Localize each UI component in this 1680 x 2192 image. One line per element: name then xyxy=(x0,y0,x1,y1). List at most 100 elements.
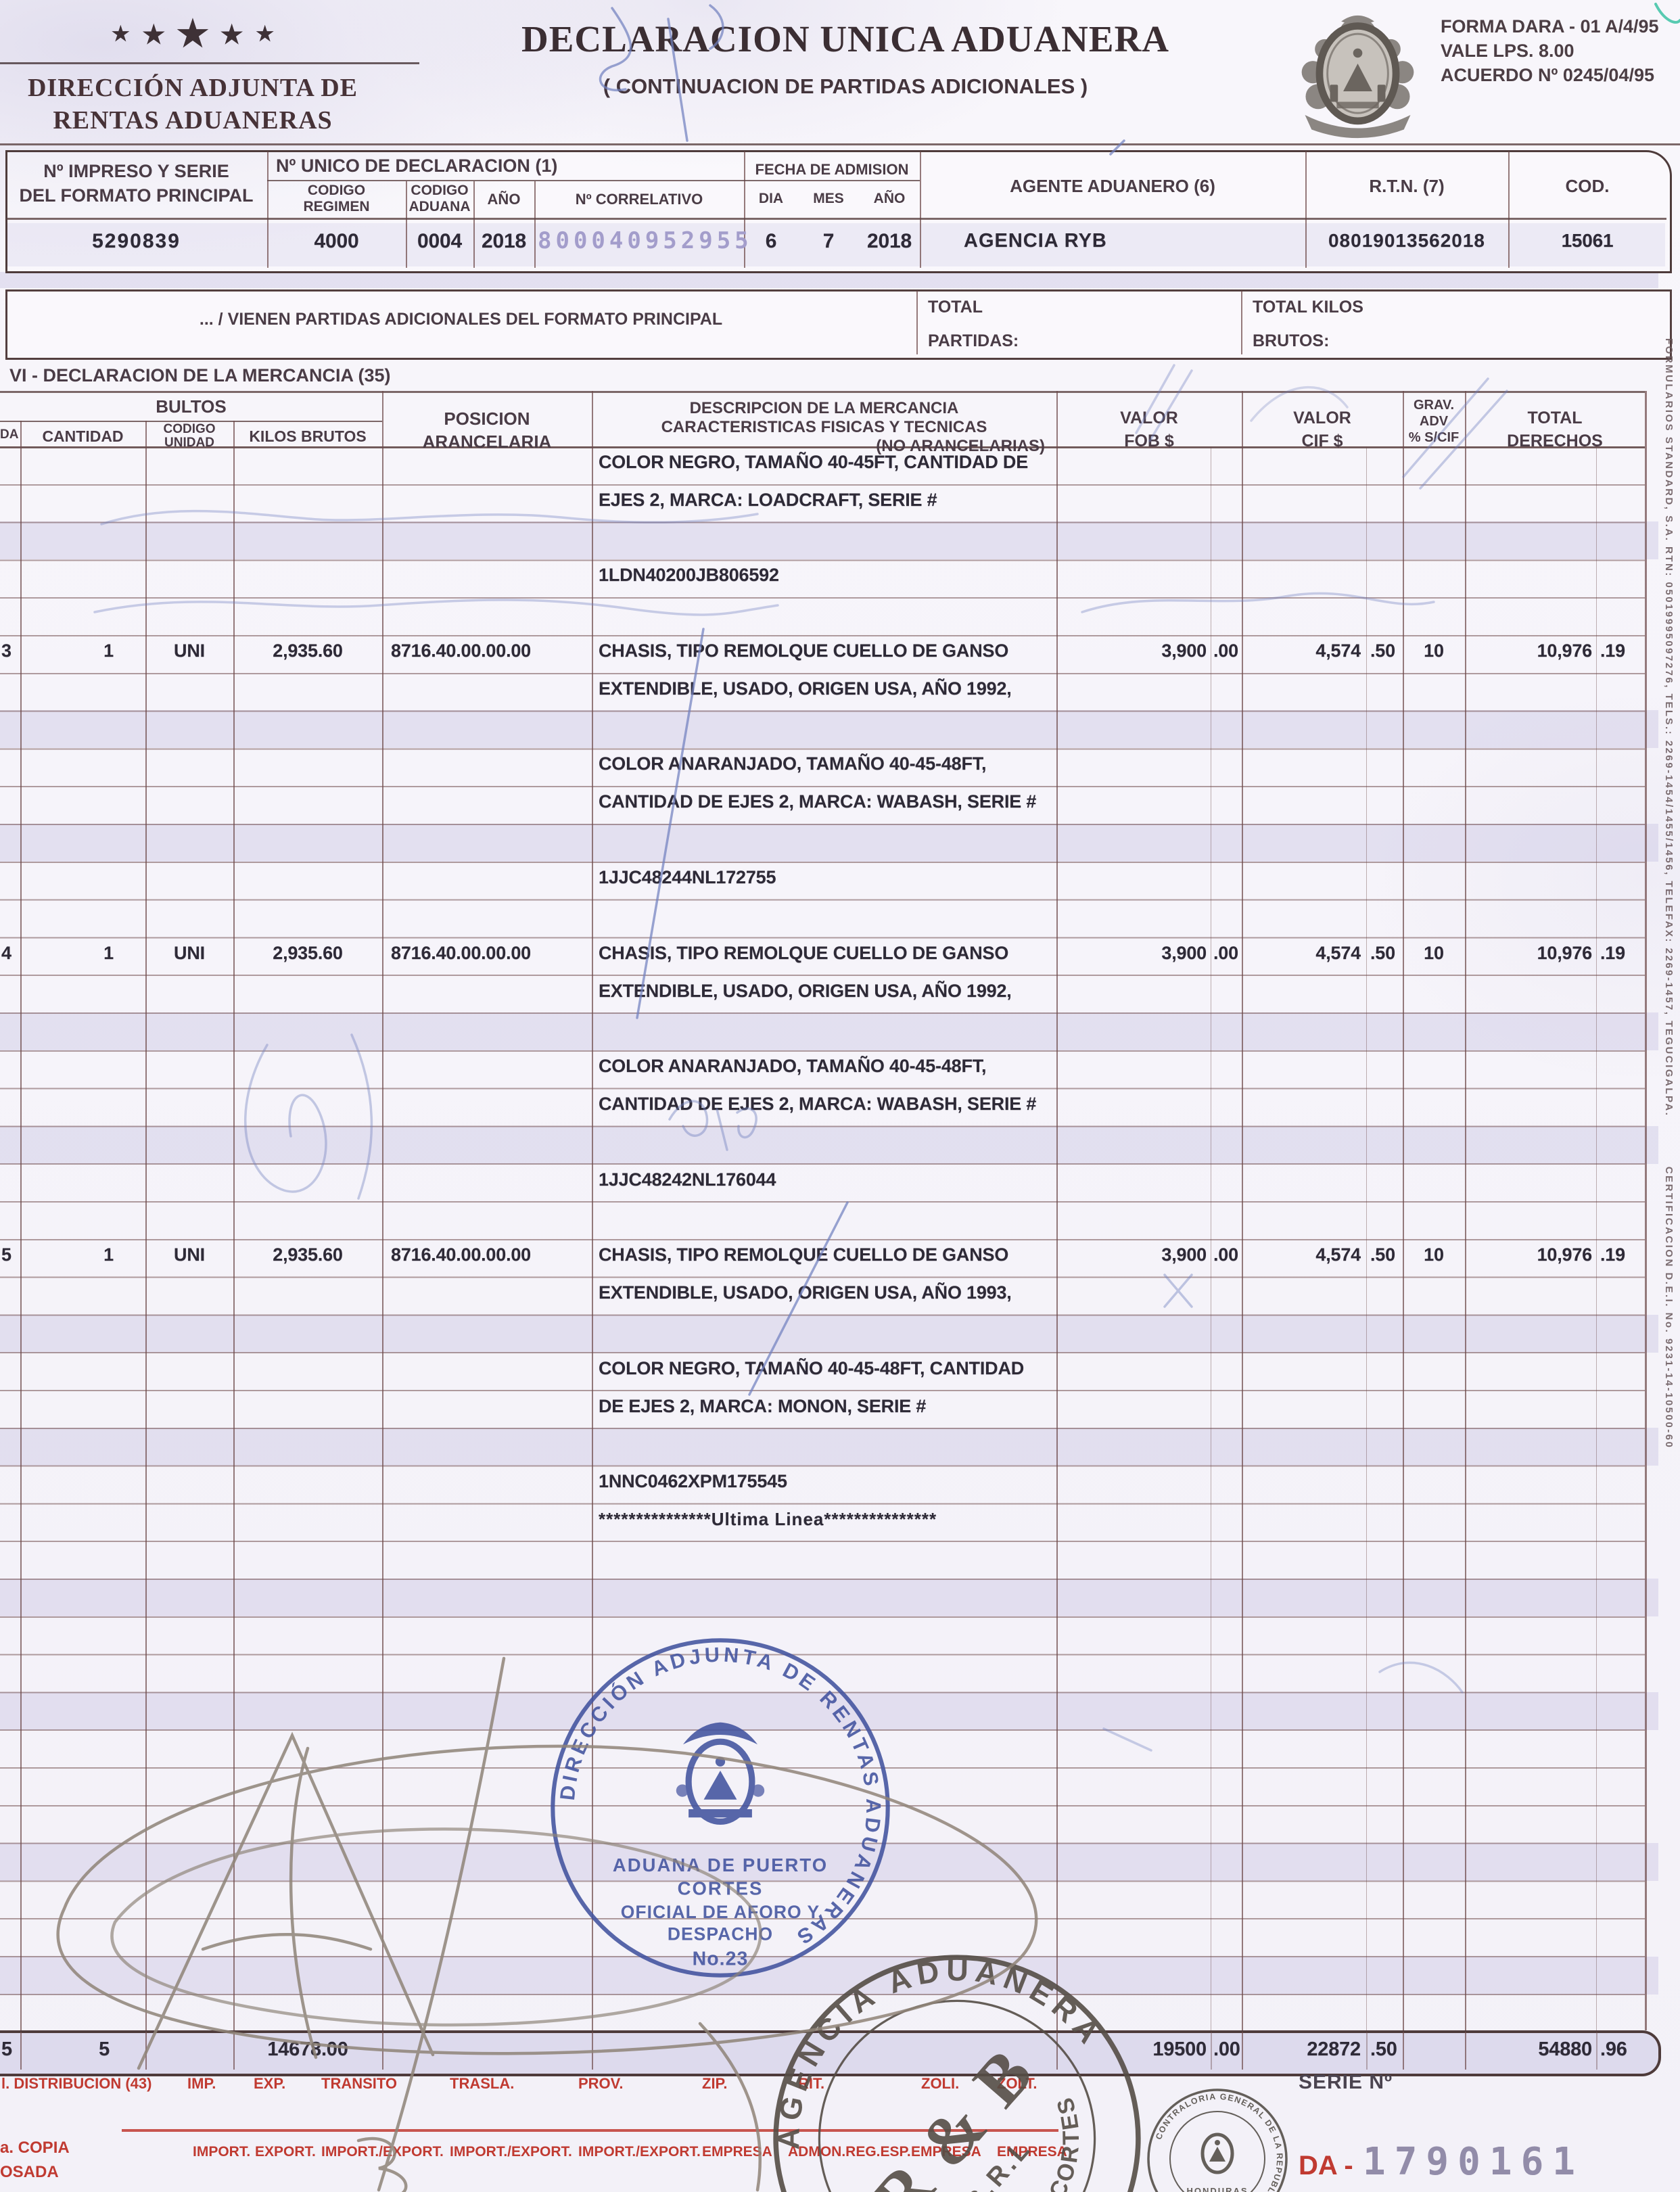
vienen-text: ... / VIENEN PARTIDAS ADICIONALES DEL FO… xyxy=(199,310,723,329)
serie-label: SERIE Nº xyxy=(1299,2071,1393,2093)
totals-cantidad: 5 xyxy=(99,2038,110,2060)
dia-label: DIA xyxy=(758,191,784,206)
item-desc: CHASIS, TIPO REMOLQUE CUELLO DE GANSO xyxy=(599,1244,1009,1265)
item-cif-cents: .50 xyxy=(1370,943,1395,963)
item-posicion: 8716.40.00.00.00 xyxy=(391,640,531,661)
footer-red-rule xyxy=(122,2129,1058,2132)
stamp-line2: CORTES xyxy=(678,1878,764,1898)
col-header-grav2: ADV xyxy=(1419,414,1449,429)
fecha-admision-label: FECHA DE ADMISION xyxy=(755,161,909,178)
footer-row2-item: IMPORT./EXPORT. xyxy=(578,2144,701,2160)
correlativo-label: Nº CORRELATIVO xyxy=(575,191,703,208)
arms-oval-ring-inner xyxy=(1326,32,1389,114)
col-header-fob2: FOB $ xyxy=(1124,432,1174,450)
item-posicion: 8716.40.00.00.00 xyxy=(391,1244,531,1265)
item-desc: EXTENDIBLE, USADO, ORIGEN USA, AÑO 1992, xyxy=(599,981,1012,1001)
item-desc: CHASIS, TIPO REMOLQUE CUELLO DE GANSO xyxy=(599,943,1009,963)
footer-row1-item: ZOLT. xyxy=(997,2075,1037,2092)
col-header-total1: TOTAL xyxy=(1527,409,1583,427)
total-partidas-label2: PARTIDAS: xyxy=(928,331,1019,350)
item-kilos: 2,935.60 xyxy=(273,1244,343,1265)
anio-value: 2018 xyxy=(482,230,526,252)
totals-divider xyxy=(1596,2032,1598,2070)
stars-icon: ★ ★ ★ ★ ★ xyxy=(78,12,308,55)
totals-divider xyxy=(1242,2032,1244,2070)
col-divider-posicion xyxy=(592,391,594,2030)
col-divider-kilos xyxy=(382,391,384,2030)
item-desc: CANTIDAD DE EJES 2, MARCA: WABASH, SERIE… xyxy=(599,1094,1037,1114)
col-header-fob1: VALOR xyxy=(1120,409,1178,427)
footer-row1-item: IMP. xyxy=(187,2075,216,2092)
anio2-value: 2018 xyxy=(867,230,912,252)
footer-row2-item: EMPRESA xyxy=(911,2144,981,2160)
col-divider-cif-cents xyxy=(1366,446,1368,2030)
copy-label2: OSADA xyxy=(0,2163,59,2181)
codigo-regimen-label2: REGIMEN xyxy=(303,199,370,214)
item-cif: 4,574 xyxy=(1315,943,1361,963)
carry-divider xyxy=(1241,291,1243,354)
header-divider xyxy=(1305,151,1307,268)
star-icon: ★ xyxy=(176,14,210,54)
totals-divider xyxy=(382,2032,384,2070)
totals-divider xyxy=(1056,2032,1058,2070)
item-cantidad: 1 xyxy=(103,640,114,661)
item-fob: 3,900 xyxy=(1161,640,1207,661)
totals-cif-cents: .50 xyxy=(1370,2038,1397,2060)
carry-serial: 1LDN40200JB806592 xyxy=(599,565,779,585)
col-header-desc3: (NO ARANCELARIAS) xyxy=(876,437,1045,455)
totals-divider xyxy=(1366,2032,1368,2070)
correlativo-value: 800040952955 xyxy=(538,227,753,254)
item-cif: 4,574 xyxy=(1315,640,1361,661)
col-divider-desc xyxy=(1056,391,1058,2030)
col-header-grav1: GRAV. xyxy=(1413,398,1455,413)
footer-row2-item: EXPORT. xyxy=(255,2144,316,2160)
honduras-coat-of-arms xyxy=(1301,15,1414,139)
footer-row1-item: RIT. xyxy=(798,2075,825,2092)
col-header-cantidad: CANTIDAD xyxy=(42,427,124,445)
item-total-cents: .19 xyxy=(1600,1244,1625,1265)
header-subrule xyxy=(267,180,920,182)
item-cif-cents: .50 xyxy=(1370,1244,1395,1265)
page-subtitle: ( CONTINUACION DE PARTIDAS ADICIONALES ) xyxy=(603,74,1088,98)
copy-label: a. COPIA xyxy=(0,2139,70,2157)
stamp-ring xyxy=(1147,2089,1288,2192)
header-divider xyxy=(920,151,922,268)
item-desc: COLOR ANARANJADO, TAMAÑO 40-45-48FT, xyxy=(599,753,987,774)
bultos-underline xyxy=(0,421,382,423)
item-total-cents: .19 xyxy=(1600,640,1625,661)
col-header-desc2: CARACTERISTICAS FISICAS Y TECNICAS xyxy=(661,418,987,436)
printer-certification: CERTIFICACION D.E.I. No. 9231-14-10500-6… xyxy=(1663,1166,1675,1449)
star-icon: ★ xyxy=(256,23,275,45)
masthead-rule xyxy=(0,62,419,64)
dia-value: 6 xyxy=(765,230,777,252)
vale-label: VALE LPS. 8.00 xyxy=(1441,41,1574,61)
item-kilos: 2,935.60 xyxy=(273,640,343,661)
footer-row2-item: IMPORT./EXPORT. xyxy=(321,2144,444,2160)
col-header-desc1: DESCRIPCION DE LA MERCANCIA xyxy=(689,399,959,417)
cod-value: 15061 xyxy=(1561,230,1614,251)
stamp-ring-inner xyxy=(1169,2111,1265,2192)
distribucion-label: l. DISTRIBUCION (43) xyxy=(1,2075,152,2092)
item-desc: EXTENDIBLE, USADO, ORIGEN USA, AÑO 1993, xyxy=(599,1282,1012,1303)
declaration-header-box xyxy=(5,150,1672,273)
header-divider xyxy=(406,181,408,268)
footer-row1-item: TRANSITO xyxy=(321,2075,398,2092)
printer-info: FORMULARIOS STANDARD, S.A. RTN: 05019995… xyxy=(1663,338,1675,1117)
totals-divider xyxy=(592,2032,594,2070)
item-unidad: UNI xyxy=(174,1244,205,1265)
col-divider-total-cents xyxy=(1596,446,1597,2030)
totals-fob-cents: .00 xyxy=(1213,2038,1240,2060)
totals-cif: 22872 xyxy=(1307,2038,1361,2060)
scan-stripe xyxy=(7,223,1665,266)
stamp-line5: No.23 xyxy=(693,1948,749,1969)
header-divider xyxy=(744,151,746,268)
item-desc: CHASIS, TIPO REMOLQUE CUELLO DE GANSO xyxy=(599,640,1009,661)
total-partidas-label: TOTAL xyxy=(928,298,983,317)
item-partida: 4 xyxy=(1,943,11,963)
footer-row1-item: PROV. xyxy=(578,2075,624,2092)
page-title: DECLARACION UNICA ADUANERA xyxy=(521,18,1170,60)
anio2-label: AÑO xyxy=(873,191,906,206)
item-unidad: UNI xyxy=(174,640,205,661)
table-header-rule xyxy=(0,446,1645,448)
